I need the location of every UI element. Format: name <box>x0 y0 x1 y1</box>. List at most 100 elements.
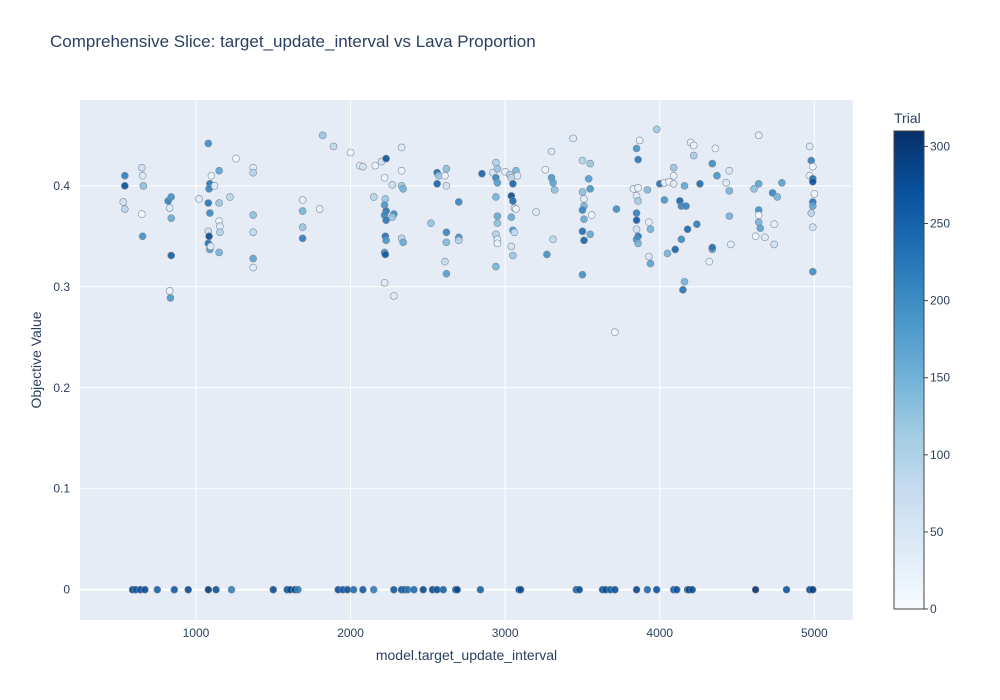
data-point <box>677 235 686 244</box>
data-point <box>754 211 763 219</box>
data-point <box>509 180 517 188</box>
data-point <box>578 206 587 214</box>
y-tick-label: 0.3 <box>53 280 70 294</box>
data-point <box>549 178 557 187</box>
data-point <box>232 154 240 163</box>
data-point <box>369 193 378 201</box>
data-point <box>249 228 257 237</box>
data-point <box>381 250 390 259</box>
data-point <box>549 235 557 244</box>
data-point <box>550 186 559 194</box>
data-point <box>167 214 176 222</box>
data-point <box>206 242 215 251</box>
x-tick-label: 2000 <box>337 626 364 640</box>
data-point <box>329 142 338 151</box>
data-point <box>492 262 500 271</box>
data-point <box>680 277 689 286</box>
data-point <box>249 211 257 219</box>
data-point <box>509 197 517 205</box>
data-point <box>586 230 594 239</box>
x-axis-label: model.target_update_interval <box>376 647 557 663</box>
data-point <box>507 213 516 221</box>
chart-title: Comprehensive Slice: target_update_inter… <box>50 32 536 51</box>
data-point <box>294 585 302 594</box>
data-point <box>810 190 819 198</box>
data-point <box>751 585 760 594</box>
data-point <box>382 216 390 224</box>
data-point <box>227 585 236 594</box>
data-point <box>643 585 652 594</box>
data-point <box>153 585 162 594</box>
data-point <box>807 209 816 217</box>
colorbar-tick-label: 50 <box>930 525 944 539</box>
data-point <box>212 585 220 594</box>
data-point <box>632 144 641 153</box>
data-point <box>680 182 689 190</box>
x-tick-label: 1000 <box>183 626 210 640</box>
data-point <box>612 205 621 213</box>
data-point <box>359 162 367 171</box>
data-point <box>349 585 358 594</box>
data-point <box>669 171 678 180</box>
colorbar-title: Trial <box>894 110 921 126</box>
data-point <box>809 223 817 232</box>
data-point <box>298 234 307 243</box>
y-tick-label: 0.1 <box>53 482 70 496</box>
data-point <box>204 585 213 594</box>
data-point <box>584 174 593 183</box>
data-point <box>216 228 224 237</box>
data-point <box>632 585 641 594</box>
data-point <box>492 193 500 201</box>
data-point <box>210 182 219 190</box>
colorbar-tick-label: 300 <box>930 139 950 153</box>
data-point <box>493 219 502 227</box>
data-point <box>632 216 641 224</box>
data-point <box>165 287 174 295</box>
data-point <box>315 205 324 213</box>
data-point <box>725 212 734 220</box>
data-point <box>722 178 731 187</box>
data-point <box>390 292 398 300</box>
data-point <box>580 236 588 245</box>
data-point <box>671 245 680 254</box>
data-point <box>433 180 441 188</box>
data-point <box>453 585 462 594</box>
data-point <box>388 181 397 189</box>
data-point <box>634 197 642 205</box>
data-point <box>809 202 817 210</box>
data-point <box>454 198 463 206</box>
data-point <box>318 131 327 140</box>
data-point <box>669 180 678 188</box>
data-point <box>382 154 390 163</box>
data-point <box>215 248 223 257</box>
data-point <box>121 171 129 180</box>
data-point <box>725 187 734 195</box>
data-point <box>204 139 213 148</box>
data-point <box>249 168 257 177</box>
y-tick-label: 0 <box>63 583 70 597</box>
data-point <box>569 134 577 143</box>
data-point <box>298 207 307 215</box>
data-point <box>442 228 451 237</box>
data-point <box>138 232 147 241</box>
data-point <box>646 225 655 234</box>
data-point <box>249 254 257 263</box>
data-point <box>578 270 587 279</box>
data-point <box>682 202 690 210</box>
data-point <box>754 180 763 188</box>
data-point <box>121 182 129 190</box>
data-point <box>696 180 704 188</box>
y-axis-label: Objective Value <box>28 311 44 408</box>
data-point <box>269 585 278 594</box>
x-tick-label: 3000 <box>492 626 519 640</box>
data-point <box>660 196 669 204</box>
data-point <box>454 236 463 245</box>
data-point <box>679 286 687 294</box>
data-point <box>543 250 551 259</box>
y-tick-label: 0.2 <box>53 381 70 395</box>
data-point <box>516 585 525 594</box>
data-point <box>207 171 216 180</box>
y-tick-label: 0.4 <box>53 179 70 193</box>
data-point <box>215 199 223 207</box>
